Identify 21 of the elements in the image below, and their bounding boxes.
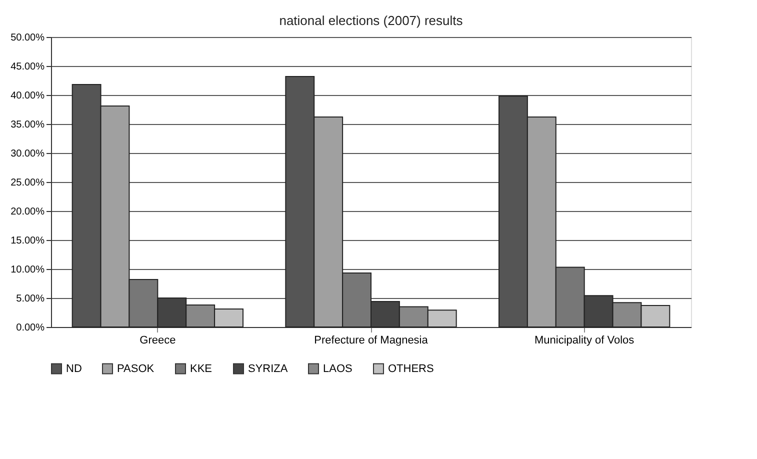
legend-label: LAOS	[323, 362, 352, 375]
legend-label: ND	[66, 362, 82, 375]
x-tick-label: Prefecture of Magnesia	[314, 334, 429, 346]
y-tick-label: 30.00%	[10, 148, 45, 160]
y-tick-label: 40.00%	[10, 90, 45, 102]
y-tick-label: 10.00%	[10, 264, 45, 276]
y-tick-label: 15.00%	[10, 236, 45, 246]
y-tick-label: 20.00%	[10, 206, 45, 218]
x-tick-label: Municipality of Volos	[534, 334, 635, 346]
y-tick-label: 35.00%	[10, 120, 45, 130]
y-tick-label: 45.00%	[10, 62, 45, 72]
legend-label: PASOK	[117, 362, 155, 375]
x-tick-label: Greece	[140, 334, 176, 346]
legend-label: SYRIZA	[248, 362, 288, 375]
legend-label: KKE	[190, 362, 212, 375]
y-tick-label: 5.00%	[16, 294, 45, 304]
chart-title: national elections (2007) results	[279, 13, 464, 28]
y-tick-label: 25.00%	[10, 178, 45, 188]
legend-label: OTHERS	[388, 362, 434, 375]
y-tick-label: 0.00%	[16, 322, 45, 334]
y-tick-label: 50.00%	[10, 32, 45, 44]
